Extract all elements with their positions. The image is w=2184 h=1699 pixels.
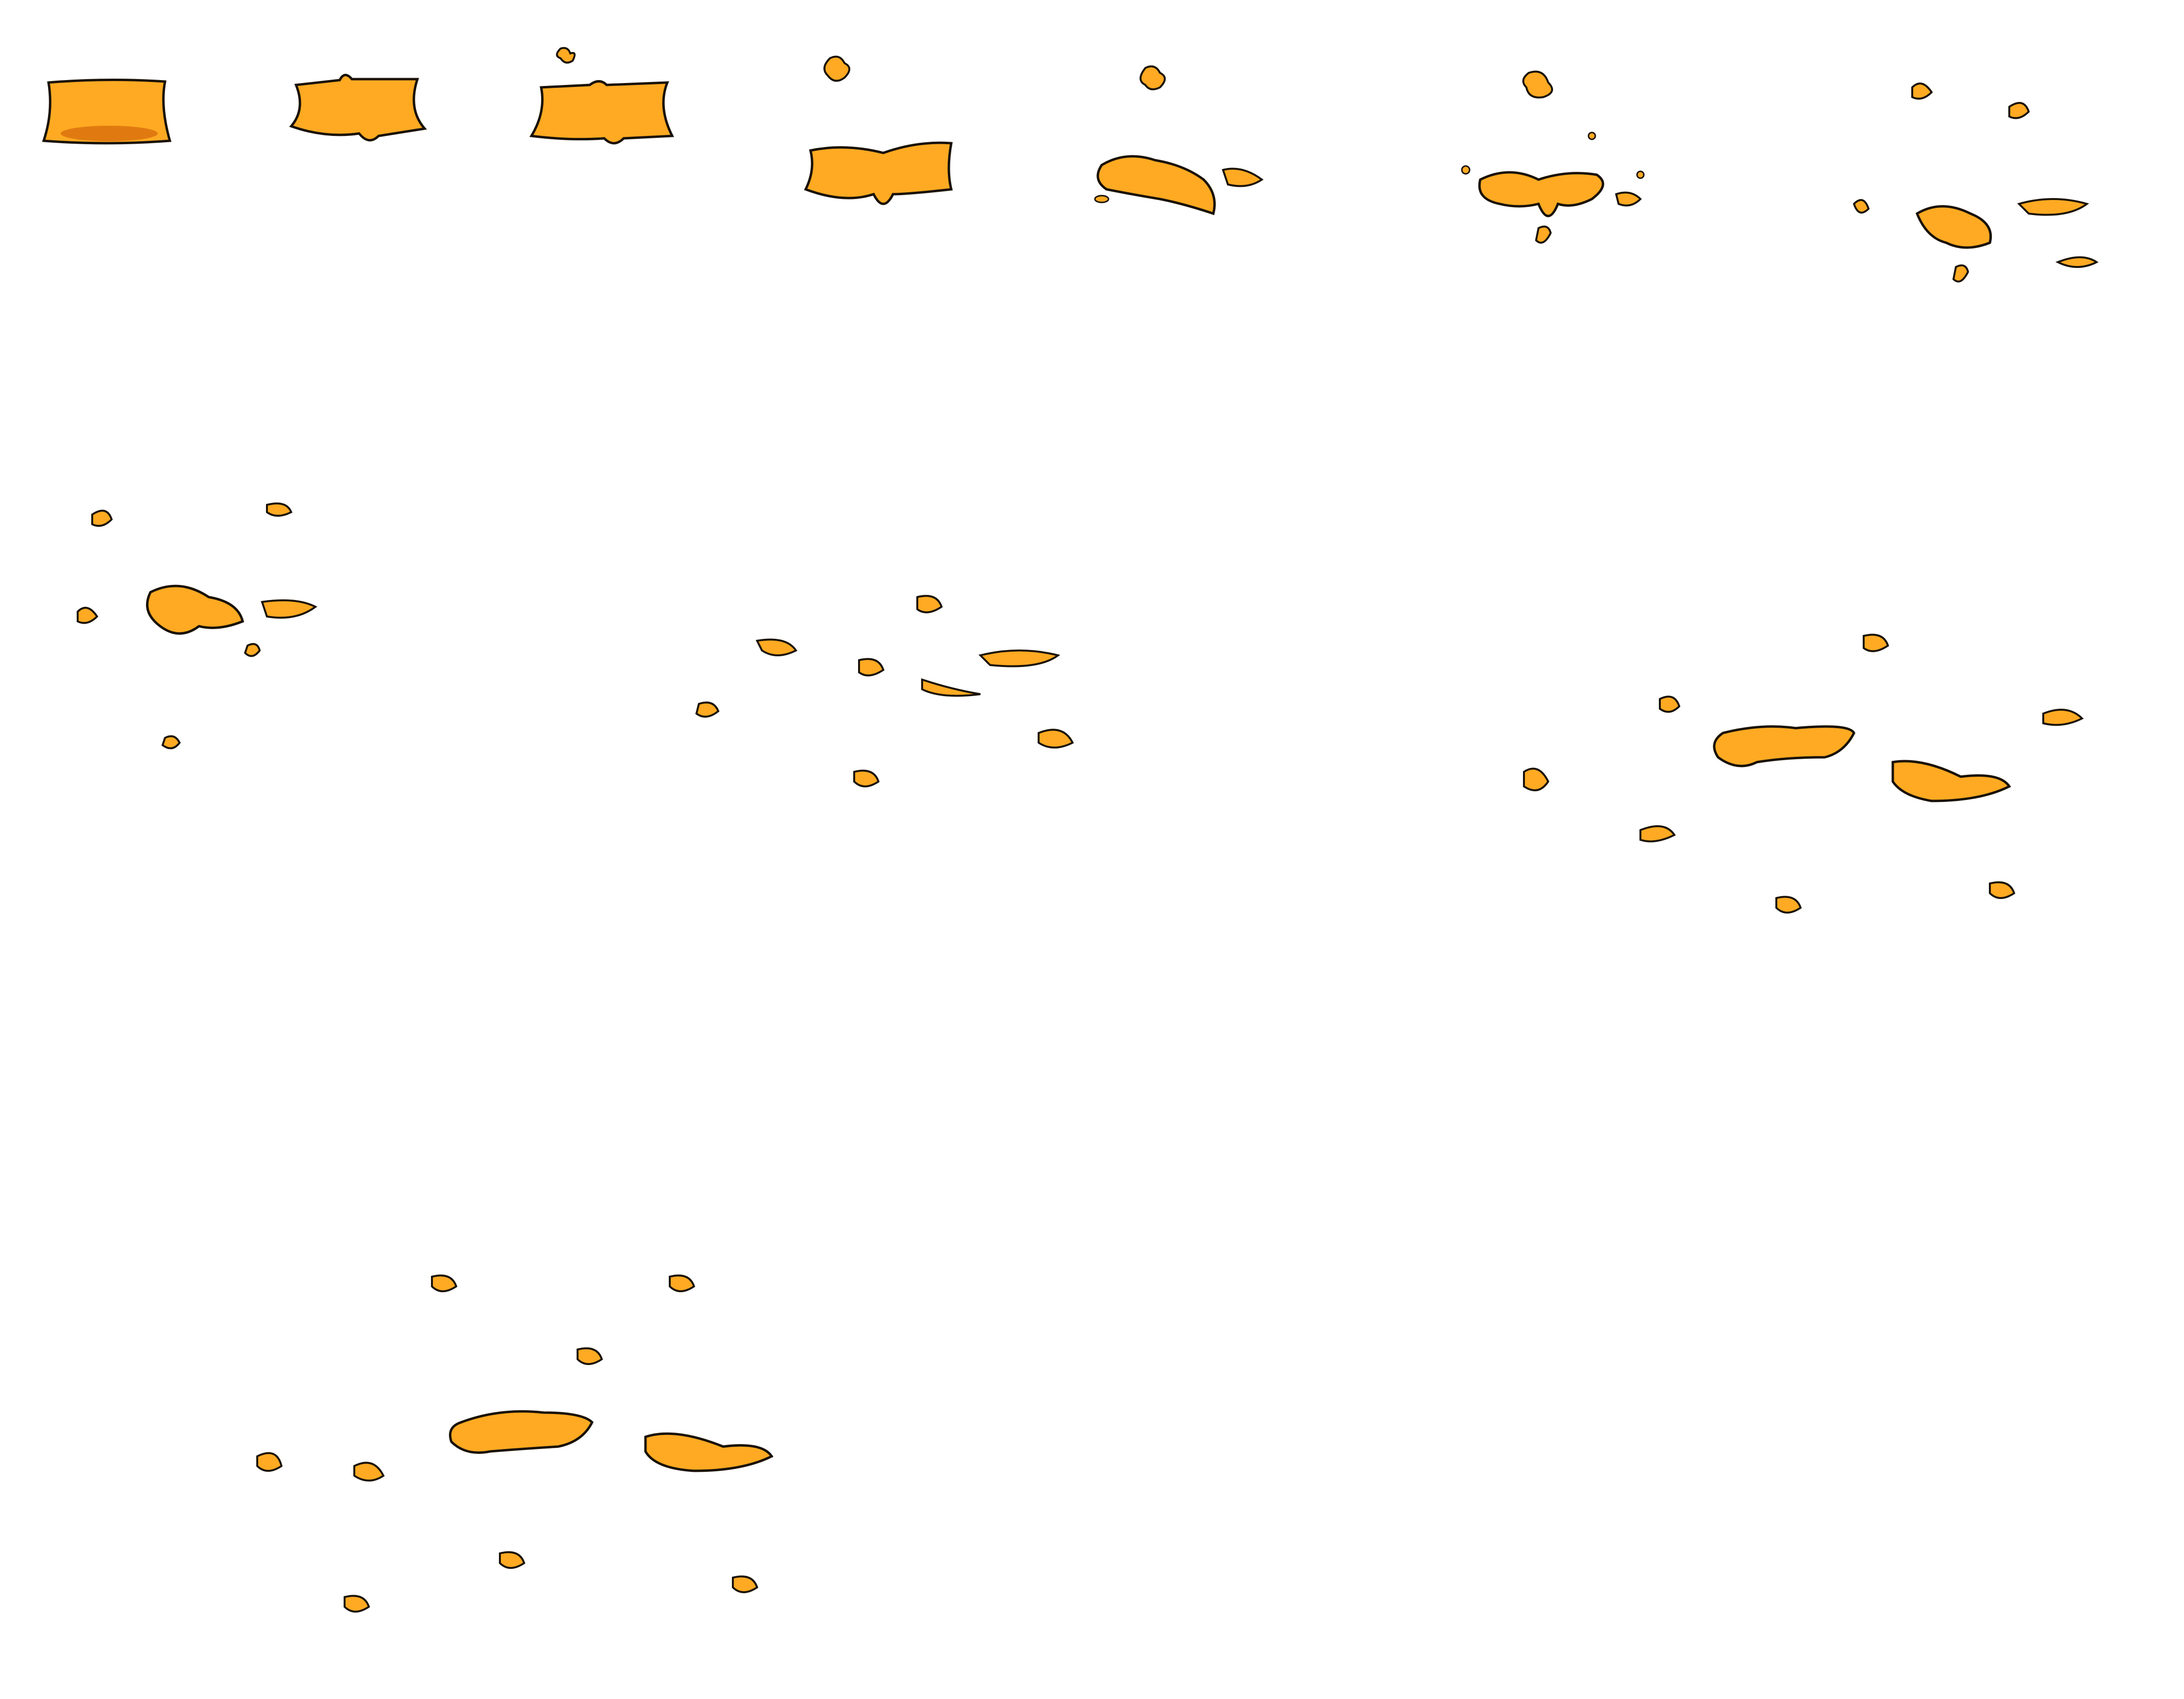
liquid-blob-burst-start-icon bbox=[529, 47, 674, 145]
liquid-splash-scatter-wide-icon bbox=[1853, 83, 2099, 283]
frame-8-splash-spray bbox=[34, 408, 374, 777]
frame-5-splash-break bbox=[1087, 58, 1272, 238]
frame-3-burst-start bbox=[527, 44, 677, 150]
liquid-splash-early-icon bbox=[804, 55, 953, 205]
liquid-blob-icon bbox=[42, 78, 172, 145]
frame-4-splash-early bbox=[801, 49, 956, 223]
liquid-splash-final-icon bbox=[256, 1274, 774, 1613]
frame-7-splash-scatter-wide bbox=[1835, 58, 2145, 330]
liquid-splash-scatter-icon bbox=[1461, 70, 1645, 244]
liquid-blob-stretch-icon bbox=[289, 74, 427, 142]
liquid-splash-spray-wide-icon bbox=[695, 595, 1074, 787]
frame-2-blob-stretch bbox=[286, 66, 432, 148]
frame-11-splash-final bbox=[160, 1184, 937, 1660]
frame-10-splash-full bbox=[1446, 519, 2150, 971]
liquid-splash-break-icon bbox=[1094, 65, 1264, 216]
frame-6-splash-scatter bbox=[1446, 63, 1670, 267]
liquid-splash-spray-icon bbox=[77, 502, 317, 750]
frame-1-blob bbox=[39, 73, 180, 150]
frame-9-splash-spray-wide bbox=[602, 481, 1223, 859]
liquid-splash-full-icon bbox=[1523, 633, 2084, 914]
